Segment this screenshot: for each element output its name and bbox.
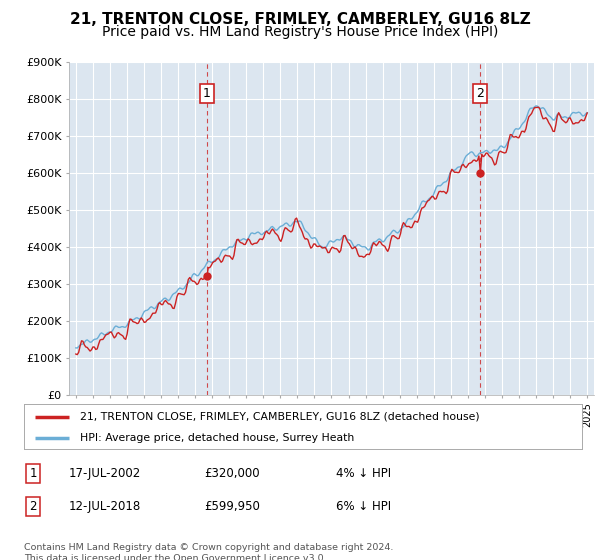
- Text: 21, TRENTON CLOSE, FRIMLEY, CAMBERLEY, GU16 8LZ: 21, TRENTON CLOSE, FRIMLEY, CAMBERLEY, G…: [70, 12, 530, 27]
- Text: 12-JUL-2018: 12-JUL-2018: [69, 500, 141, 514]
- Text: 21, TRENTON CLOSE, FRIMLEY, CAMBERLEY, GU16 8LZ (detached house): 21, TRENTON CLOSE, FRIMLEY, CAMBERLEY, G…: [80, 412, 479, 422]
- Text: 2: 2: [29, 500, 37, 514]
- Text: 2: 2: [476, 87, 484, 100]
- Text: 4% ↓ HPI: 4% ↓ HPI: [336, 466, 391, 480]
- Text: 17-JUL-2002: 17-JUL-2002: [69, 466, 141, 480]
- Text: 1: 1: [203, 87, 211, 100]
- Text: Price paid vs. HM Land Registry's House Price Index (HPI): Price paid vs. HM Land Registry's House …: [102, 25, 498, 39]
- Text: £599,950: £599,950: [204, 500, 260, 514]
- Text: HPI: Average price, detached house, Surrey Heath: HPI: Average price, detached house, Surr…: [80, 433, 354, 443]
- Text: 6% ↓ HPI: 6% ↓ HPI: [336, 500, 391, 514]
- Text: Contains HM Land Registry data © Crown copyright and database right 2024.
This d: Contains HM Land Registry data © Crown c…: [24, 543, 394, 560]
- Text: £320,000: £320,000: [204, 466, 260, 480]
- Text: 1: 1: [29, 466, 37, 480]
